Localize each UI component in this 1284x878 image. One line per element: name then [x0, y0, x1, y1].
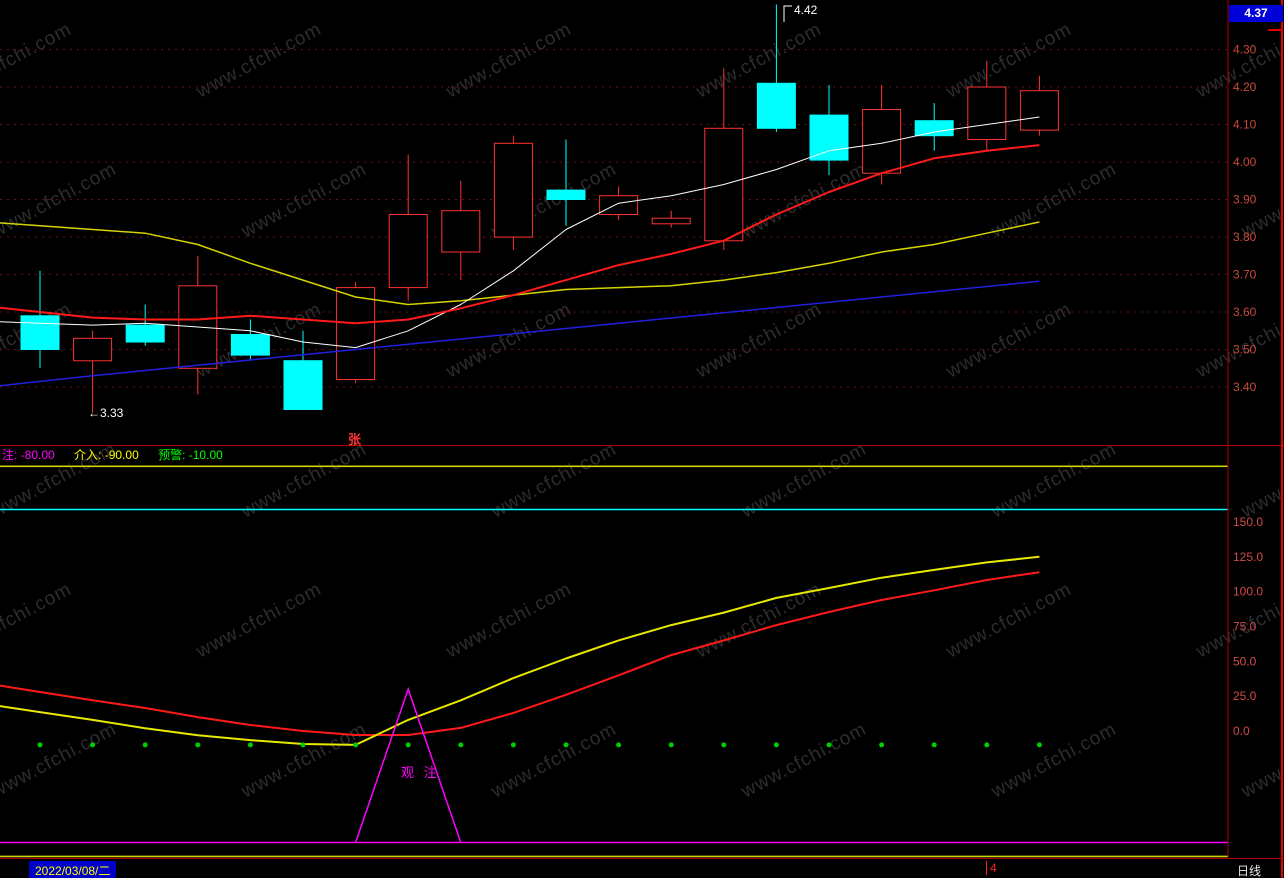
- high-price-annotation: 4.42: [794, 3, 818, 17]
- signal-dot: [37, 742, 43, 748]
- signal-dot: [931, 742, 937, 748]
- price-axis-label: 3.60: [1233, 305, 1257, 319]
- indicator-line-slow-red: [0, 571, 1040, 736]
- signal-dot: [247, 742, 253, 748]
- indicator-axis-label: 100.0: [1233, 585, 1263, 599]
- ma-red: [0, 144, 1040, 325]
- ma-white: [0, 116, 1040, 349]
- price-axis-label: 4.30: [1233, 43, 1257, 57]
- status-bar: 2022/03/08/二 4 日线: [0, 858, 1284, 878]
- signal-dot: [405, 742, 411, 748]
- candle-body[interactable]: [862, 109, 902, 174]
- current-price-badge: 4.37: [1229, 5, 1283, 22]
- candle-body[interactable]: [20, 315, 60, 350]
- indicator-axis-label: 75.0: [1233, 620, 1257, 634]
- event-mark-label: 张: [348, 432, 362, 447]
- signal-dot: [879, 742, 885, 748]
- candle-body[interactable]: [1019, 90, 1059, 131]
- candle-body[interactable]: [967, 86, 1007, 140]
- indicator-axis-label: 25.0: [1233, 689, 1257, 703]
- candle-body[interactable]: [546, 189, 586, 201]
- signal-dot: [668, 742, 674, 748]
- candle-body[interactable]: [493, 142, 533, 238]
- price-axis-label: 4.00: [1233, 155, 1257, 169]
- candle-body[interactable]: [756, 82, 796, 129]
- indicator-header: 注: -80.00 介入: -90.00 预警: -10.00: [2, 446, 239, 463]
- signal-dot: [458, 742, 464, 748]
- signal-dot: [721, 742, 727, 748]
- price-axis-label: 3.70: [1233, 268, 1257, 282]
- candle-body[interactable]: [599, 195, 639, 215]
- indicator-param-zhu: 注: -80.00: [2, 448, 55, 462]
- candle-body[interactable]: [73, 337, 113, 362]
- indicator-line-fast-yellow: [0, 555, 1040, 746]
- signal-dot: [300, 742, 306, 748]
- price-axis-label: 3.90: [1233, 193, 1257, 207]
- indicator-axis-label: 150.0: [1233, 515, 1263, 529]
- candle-body[interactable]: [388, 214, 428, 289]
- signal-dot: [90, 742, 96, 748]
- scroll-corner-mark: [1268, 29, 1283, 38]
- candle-body[interactable]: [651, 217, 691, 225]
- right-edge-line: [1281, 859, 1283, 878]
- candle-body[interactable]: [914, 120, 954, 137]
- candle-body[interactable]: [230, 334, 270, 356]
- candle-body[interactable]: [336, 287, 376, 381]
- signal-dot: [984, 742, 990, 748]
- date-readout: 2022/03/08/二: [29, 861, 117, 878]
- price-axis-label: 3.50: [1233, 343, 1257, 357]
- period-selector[interactable]: 日线: [1237, 864, 1262, 878]
- signal-dot: [773, 742, 779, 748]
- spike-triangle: [354, 686, 462, 843]
- candle-body[interactable]: [809, 114, 849, 161]
- spike-signal-label: 观 注: [401, 765, 440, 780]
- ma-blue: [0, 280, 1040, 387]
- signal-dot: [142, 742, 148, 748]
- candle-body[interactable]: [125, 324, 165, 343]
- price-axis-label: 3.40: [1233, 380, 1257, 394]
- signal-dot: [510, 742, 516, 748]
- signal-dot: [826, 742, 832, 748]
- price-axis-label: 4.20: [1233, 80, 1257, 94]
- candle-body[interactable]: [441, 210, 481, 253]
- indicator-param-yujing: 预警: -10.00: [158, 448, 223, 462]
- signal-dot: [1036, 742, 1042, 748]
- signal-dot: [195, 742, 201, 748]
- signal-dot: [616, 742, 622, 748]
- indicator-axis-label: 0.0: [1233, 724, 1250, 738]
- signal-dot: [353, 742, 359, 748]
- bar-position-marker: 4: [986, 861, 997, 875]
- indicator-axis-label: 50.0: [1233, 654, 1257, 668]
- high-flag-icon: [783, 5, 792, 22]
- candle-body[interactable]: [283, 360, 323, 411]
- low-price-annotation: ←3.33: [88, 406, 124, 420]
- price-axis-label: 4.10: [1233, 118, 1257, 132]
- indicator-param-jieru: 介入: -90.00: [74, 448, 139, 462]
- indicator-axis-label: 125.0: [1233, 550, 1263, 564]
- price-axis-label: 3.80: [1233, 230, 1257, 244]
- signal-dot: [563, 742, 569, 748]
